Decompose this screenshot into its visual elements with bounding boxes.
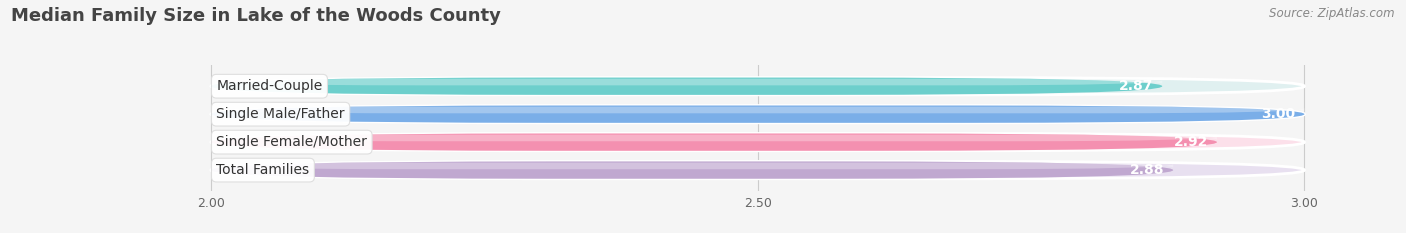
Text: Single Male/Father: Single Male/Father (217, 107, 344, 121)
FancyBboxPatch shape (211, 161, 1173, 179)
Text: Married-Couple: Married-Couple (217, 79, 322, 93)
Text: Median Family Size in Lake of the Woods County: Median Family Size in Lake of the Woods … (11, 7, 501, 25)
Text: 3.00: 3.00 (1261, 107, 1296, 121)
FancyBboxPatch shape (211, 107, 1305, 113)
FancyBboxPatch shape (211, 163, 1173, 169)
FancyBboxPatch shape (211, 134, 1218, 151)
Text: Total Families: Total Families (217, 163, 309, 177)
FancyBboxPatch shape (211, 78, 1163, 95)
Text: Source: ZipAtlas.com: Source: ZipAtlas.com (1270, 7, 1395, 20)
FancyBboxPatch shape (211, 79, 1163, 85)
FancyBboxPatch shape (211, 161, 1305, 179)
FancyBboxPatch shape (211, 135, 1218, 141)
FancyBboxPatch shape (211, 134, 1305, 151)
FancyBboxPatch shape (211, 106, 1305, 123)
Text: Single Female/Mother: Single Female/Mother (217, 135, 367, 149)
FancyBboxPatch shape (211, 106, 1305, 123)
Text: 2.92: 2.92 (1174, 135, 1208, 149)
Text: 2.87: 2.87 (1119, 79, 1153, 93)
Text: 2.88: 2.88 (1130, 163, 1164, 177)
FancyBboxPatch shape (211, 78, 1305, 95)
